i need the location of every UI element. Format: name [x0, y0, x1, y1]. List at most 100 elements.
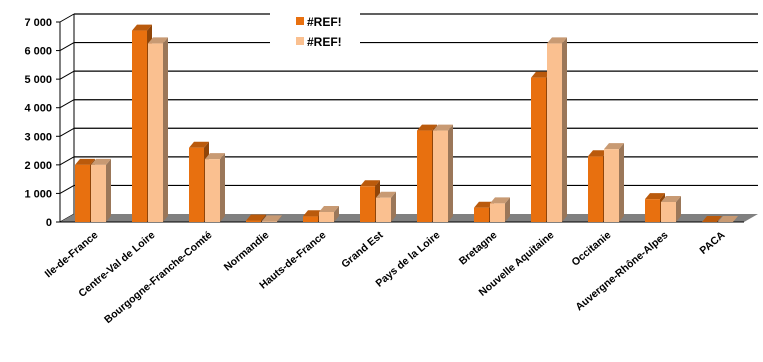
- bar-side: [562, 37, 567, 222]
- bar-2: [262, 215, 282, 222]
- bar-2: [604, 143, 624, 222]
- x-tick-label: Ile-de-France: [43, 229, 101, 280]
- bar-side: [220, 153, 225, 222]
- bar-2: [490, 197, 510, 222]
- bar-top: [246, 214, 266, 221]
- gridlines: [56, 13, 758, 223]
- bar-top: [645, 193, 665, 200]
- bar-2: [376, 191, 396, 222]
- x-tick-label: Bourgogne-Franche-Comté: [102, 229, 214, 326]
- bar-front: [433, 130, 448, 222]
- y-tick-label: 5 000: [24, 74, 52, 86]
- bar-front: [588, 156, 603, 222]
- bar-top: [547, 37, 567, 44]
- bar-top: [376, 191, 396, 198]
- y-tick-label: 4 000: [24, 103, 52, 115]
- legend-swatch-series-2: [296, 37, 304, 45]
- bar-top: [360, 180, 380, 187]
- bar-2: [148, 37, 168, 222]
- bar-front: [205, 159, 220, 222]
- bar-top: [75, 158, 95, 165]
- gridline-side: [59, 127, 75, 137]
- bar-front: [148, 43, 163, 222]
- legend-label-series-2: #REF!: [307, 35, 342, 49]
- gridline-side: [59, 13, 75, 23]
- bar-top: [205, 153, 225, 160]
- bar-2: [319, 206, 339, 222]
- bar-side: [448, 124, 453, 222]
- y-tick-label: 2 000: [24, 160, 52, 172]
- bar-front: [132, 30, 147, 223]
- bar-2: [661, 196, 681, 222]
- bar-front: [645, 199, 660, 222]
- bar-front: [319, 212, 334, 222]
- bar-front: [604, 149, 619, 222]
- x-tick-label: Occitanie: [569, 229, 613, 269]
- bar-top: [91, 158, 111, 165]
- bar-2: [433, 124, 453, 222]
- bar-top: [319, 206, 339, 212]
- gridline-side: [59, 156, 75, 166]
- bar-top: [702, 216, 722, 222]
- bar-top: [490, 197, 510, 204]
- legend: #REF! #REF!: [270, 12, 360, 49]
- gridline-side: [59, 42, 75, 52]
- x-tick-label: Bretagne: [457, 229, 500, 268]
- bar-front: [91, 164, 106, 222]
- bar-front: [303, 216, 318, 222]
- bar-top: [604, 143, 624, 150]
- x-tick-label: Auvergne-Rhône-Alpes: [573, 229, 670, 313]
- bar-2: [718, 216, 738, 222]
- x-tick-label: PACA: [698, 229, 728, 257]
- bar-top: [531, 71, 551, 78]
- y-tick-labels: 0 1 000 2 000 3 000 4 000 5 000 6 000 7 000: [24, 17, 52, 229]
- bar-side: [106, 158, 111, 222]
- y-tick-label: 1 000: [24, 188, 52, 200]
- bar-side: [277, 215, 282, 222]
- bar-front: [262, 221, 277, 222]
- bar-front: [360, 186, 375, 222]
- bar-front: [661, 202, 676, 222]
- legend-background: [270, 12, 360, 46]
- bar-1: [702, 216, 722, 222]
- bar-2: [547, 37, 567, 222]
- bar-2: [205, 153, 225, 222]
- bar-top: [661, 196, 681, 202]
- bar-top: [433, 124, 453, 131]
- bar-front: [547, 43, 562, 222]
- bar-side: [261, 214, 266, 222]
- legend-swatch-series-1: [296, 17, 304, 25]
- bar-front: [246, 220, 261, 222]
- x-tick-label: Normandie: [222, 229, 272, 274]
- bar-top: [474, 201, 494, 208]
- bar-2: [91, 158, 111, 222]
- bar-side: [505, 197, 510, 222]
- bars: [75, 24, 738, 223]
- y-tick-label: 7 000: [24, 17, 52, 29]
- bar-top: [718, 216, 738, 222]
- x-tick-label: Grand Est: [339, 229, 386, 271]
- bar-side: [391, 191, 396, 222]
- bar-front: [474, 207, 489, 222]
- chart-floor: [60, 214, 758, 222]
- axes: [59, 14, 758, 223]
- bar-top: [588, 150, 608, 157]
- bar-top: [303, 210, 323, 217]
- gridline-side: [59, 184, 75, 194]
- bar-front: [189, 147, 204, 222]
- bar-1: [474, 201, 494, 222]
- bar-1: [246, 214, 266, 222]
- gridline-side: [59, 70, 75, 80]
- bar-front: [531, 77, 546, 222]
- bar-front: [75, 164, 90, 222]
- y-tick-label: 6 000: [24, 46, 52, 58]
- bar-top: [189, 141, 209, 148]
- bar-side: [163, 37, 168, 222]
- bar-front: [490, 203, 505, 222]
- y-tick-label: 0: [46, 217, 52, 229]
- bar-side: [334, 206, 339, 222]
- gridline-side: [59, 99, 75, 109]
- bar-side: [619, 143, 624, 222]
